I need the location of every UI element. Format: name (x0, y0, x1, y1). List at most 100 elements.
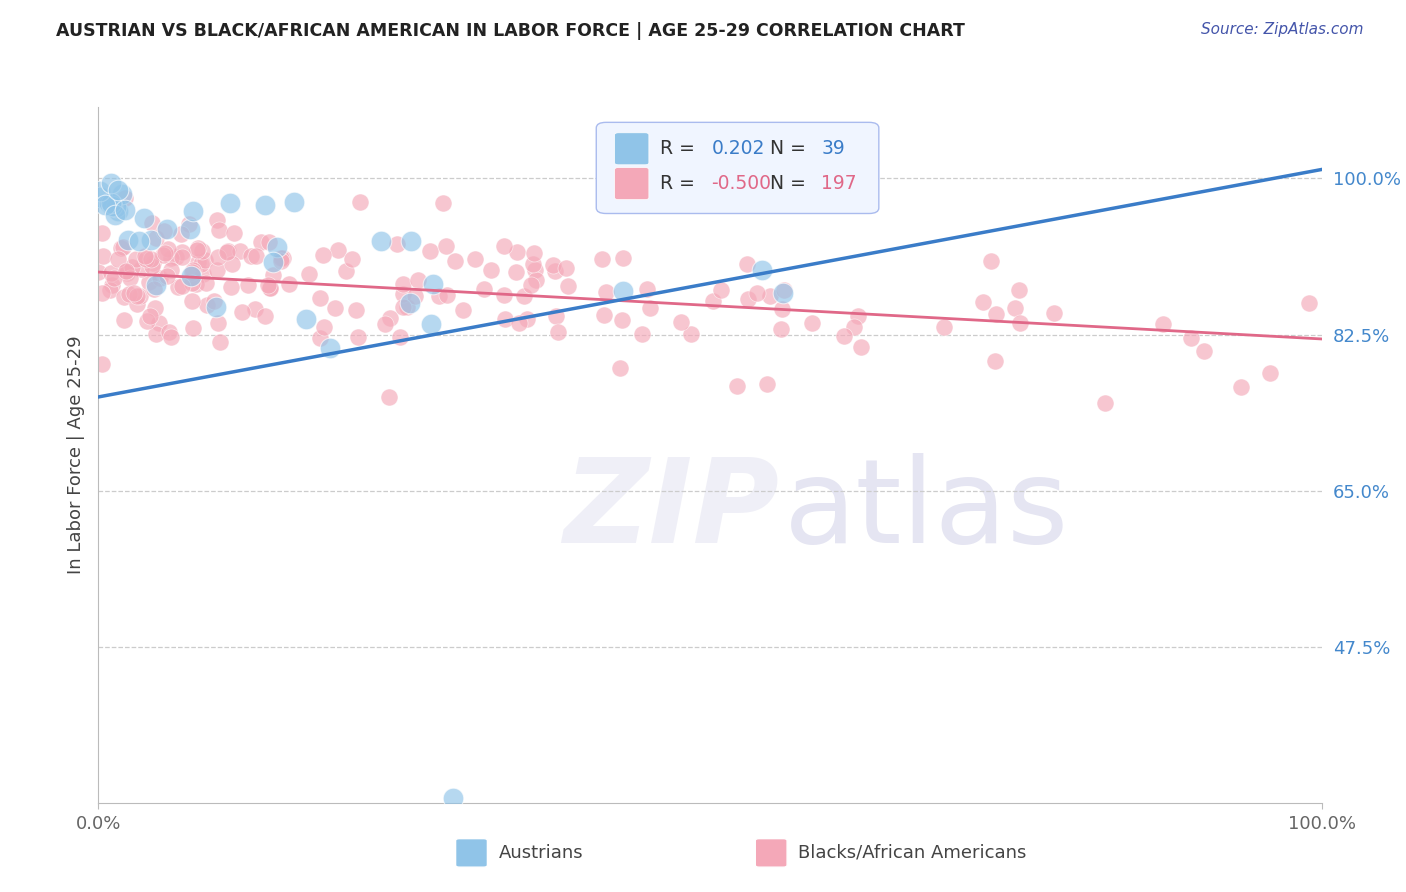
Point (160, 330, 183, 344)
Point (295, 312, 318, 326)
Point (388, 330, 411, 344)
Point (522, 257, 544, 271)
Point (612, 251, 634, 265)
Point (138, 276, 160, 290)
Point (155, 268, 177, 283)
Point (312, 319, 335, 334)
Point (612, 284, 634, 298)
Point (107, 252, 129, 266)
Point (710, 284, 733, 298)
FancyBboxPatch shape (755, 838, 787, 867)
Point (184, 277, 207, 291)
Point (145, 327, 167, 342)
Point (773, 283, 796, 297)
Point (335, 264, 357, 278)
Point (270, 253, 292, 268)
Point (118, 270, 141, 285)
Point (128, 289, 150, 303)
Point (240, 249, 263, 263)
Point (772, 285, 794, 300)
Point (114, 202, 136, 217)
Point (152, 248, 174, 262)
Point (378, 390, 401, 404)
Point (370, 234, 392, 248)
Y-axis label: In Labor Force | Age 25-29: In Labor Force | Age 25-29 (66, 335, 84, 574)
Text: R =: R = (659, 139, 695, 158)
Point (755, 377, 778, 392)
Point (90, 286, 112, 301)
Point (391, 300, 413, 314)
Point (143, 282, 166, 296)
Point (191, 244, 214, 258)
Point (118, 287, 141, 301)
Point (505, 265, 527, 279)
Point (323, 301, 346, 316)
Point (980, 254, 1002, 268)
Text: Austrians: Austrians (498, 844, 583, 862)
Point (544, 309, 567, 323)
FancyBboxPatch shape (614, 168, 648, 200)
Point (271, 252, 294, 266)
Point (205, 300, 228, 314)
Point (89, 184, 111, 198)
Point (427, 289, 450, 303)
Point (202, 294, 225, 309)
Point (134, 249, 156, 263)
Point (1008, 283, 1031, 297)
Point (103, 271, 125, 285)
Point (309, 291, 332, 305)
Text: 0.202: 0.202 (711, 139, 765, 158)
Point (156, 242, 179, 256)
Point (344, 303, 367, 318)
Point (181, 203, 204, 218)
Point (139, 252, 162, 266)
Point (262, 254, 284, 268)
Point (849, 340, 872, 354)
Point (132, 211, 155, 225)
Point (243, 302, 266, 317)
Point (221, 280, 243, 294)
Point (610, 313, 633, 327)
Point (434, 238, 457, 252)
Point (401, 235, 423, 249)
Point (128, 234, 150, 248)
Point (170, 227, 193, 241)
Point (141, 216, 163, 230)
Point (259, 235, 281, 250)
Point (557, 279, 579, 293)
Point (181, 263, 204, 277)
Point (217, 244, 239, 259)
Point (104, 208, 127, 222)
Point (278, 277, 301, 291)
Point (208, 334, 231, 349)
Point (90, 226, 112, 240)
Point (136, 314, 159, 328)
Point (312, 248, 335, 262)
Point (374, 317, 396, 331)
Point (195, 277, 218, 291)
Text: N =: N = (770, 139, 806, 158)
Point (735, 257, 758, 271)
Point (194, 253, 217, 268)
Point (1094, 396, 1116, 410)
Point (114, 264, 136, 278)
Point (1152, 317, 1174, 331)
Point (1004, 301, 1026, 316)
Point (1010, 316, 1032, 330)
Point (177, 217, 200, 231)
Point (751, 263, 773, 277)
Point (593, 308, 616, 322)
Point (547, 325, 569, 339)
Point (392, 277, 415, 291)
Point (190, 257, 212, 271)
Point (125, 297, 148, 311)
Point (555, 260, 578, 275)
Point (524, 273, 547, 287)
Point (166, 280, 188, 294)
Point (464, 252, 486, 266)
Point (112, 240, 135, 254)
Text: ZIP: ZIP (564, 453, 779, 568)
Point (186, 244, 208, 258)
Point (145, 230, 167, 244)
Point (219, 196, 242, 211)
